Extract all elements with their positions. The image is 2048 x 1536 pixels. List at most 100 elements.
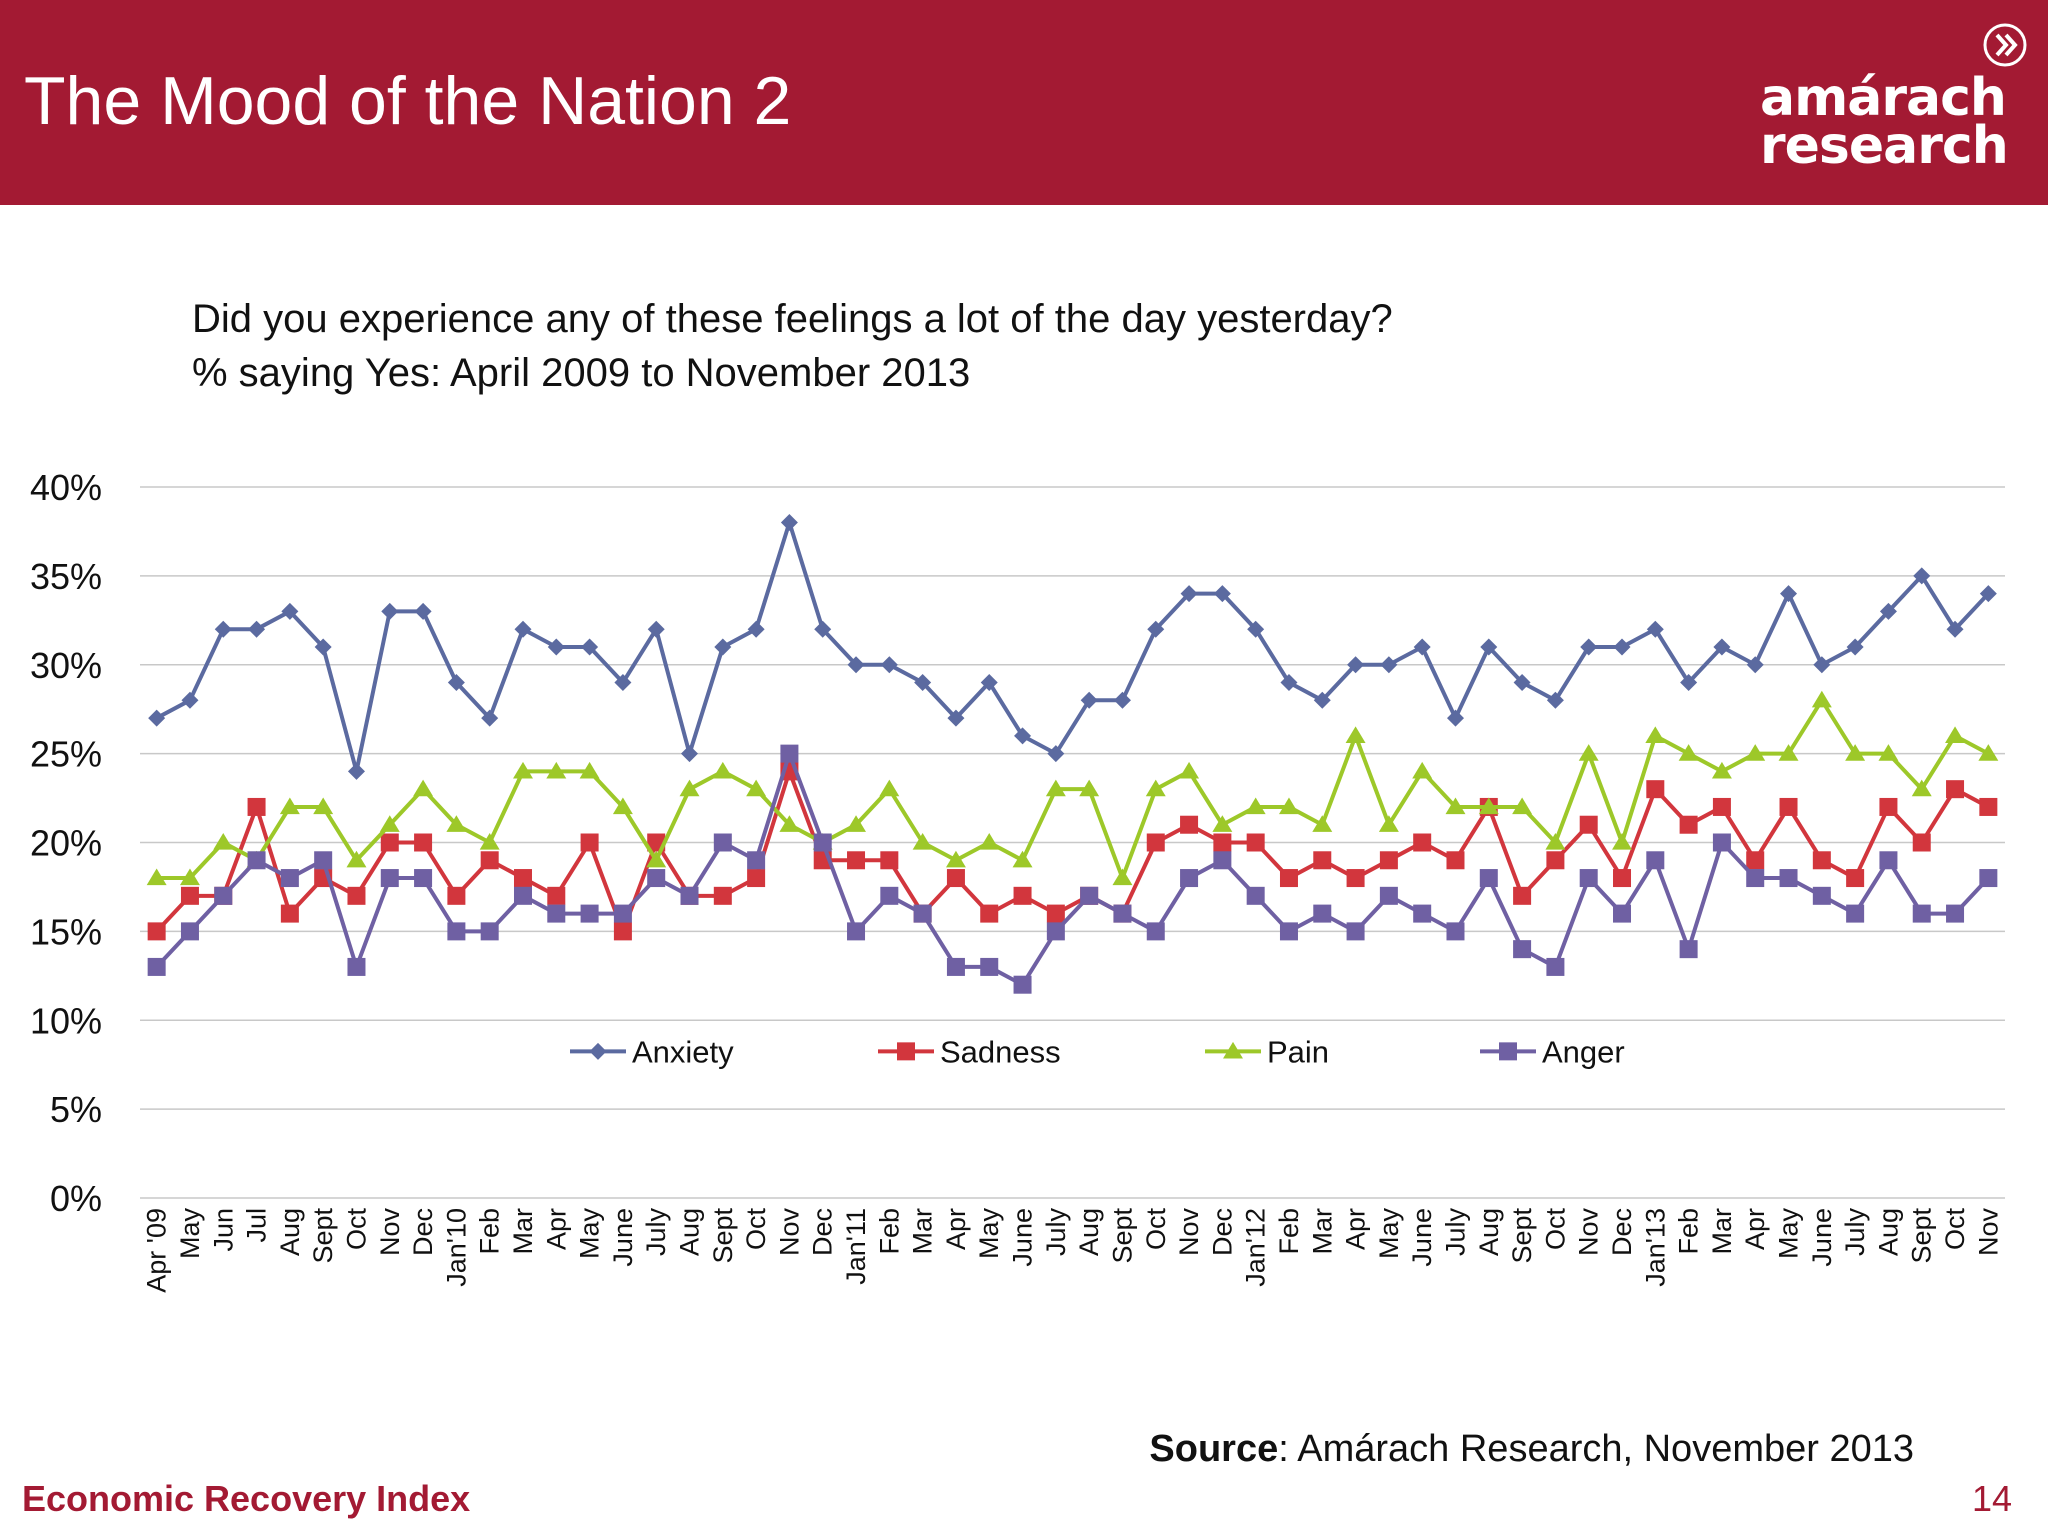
sadness-point [1046, 904, 1065, 923]
y-tick-label: 25% [30, 734, 102, 775]
pain-point [646, 850, 667, 868]
legend-marker-anger [1499, 1042, 1517, 1061]
x-tick-label: Oct [1540, 1208, 1570, 1251]
anger-point [547, 904, 566, 923]
anxiety-point [1846, 638, 1864, 656]
anxiety-point [814, 620, 832, 638]
anxiety-point [181, 691, 199, 709]
sadness-point [1546, 851, 1565, 870]
x-tick-label: June [1407, 1208, 1437, 1267]
anger-point [447, 922, 466, 941]
x-tick-label: July [1041, 1208, 1071, 1257]
x-tick-label: Feb [1274, 1208, 1304, 1255]
x-tick-label: Mar [508, 1208, 538, 1255]
anxiety-point [1580, 638, 1598, 656]
x-tick-label: Aug [1474, 1208, 1504, 1256]
sadness-point [1613, 869, 1632, 888]
x-tick-label: Nov [375, 1208, 405, 1257]
anxiety-point [1380, 656, 1398, 674]
anger-point [1446, 922, 1465, 941]
sadness-point [847, 851, 866, 870]
anger-point [880, 886, 899, 905]
anxiety-point [1446, 709, 1464, 727]
anger-point [280, 869, 299, 888]
anger-point [314, 851, 333, 870]
pain-point [612, 797, 633, 815]
pain-point [1978, 744, 1999, 761]
anger-point [347, 957, 366, 976]
anxiety-point [847, 656, 865, 674]
x-tick-label: June [1807, 1208, 1837, 1267]
anxiety-point [148, 709, 166, 727]
anxiety-point [1113, 691, 1131, 709]
page-number: 14 [1971, 1478, 2012, 1519]
sadness-point [1346, 869, 1365, 888]
x-tick-label: Nov [1574, 1208, 1604, 1257]
x-tick-label: Jan'13 [1640, 1208, 1670, 1287]
anxiety-point [1280, 674, 1298, 692]
anger-point [1579, 869, 1598, 888]
pain-point [679, 779, 700, 797]
anxiety-point [1780, 585, 1798, 603]
anger-point [1113, 904, 1132, 923]
x-tick-label: Aug [675, 1208, 705, 1256]
pain-point [513, 761, 533, 779]
anger-point [147, 957, 166, 976]
anger-point [480, 922, 499, 941]
x-tick-label: Sept [308, 1208, 338, 1264]
anger-point [913, 904, 932, 923]
anxiety-point [447, 674, 465, 692]
anxiety-point [614, 674, 632, 692]
anxiety-point [1713, 638, 1731, 656]
sadness-point [1246, 833, 1265, 852]
sadness-point [447, 886, 466, 905]
x-tick-label: Jul [242, 1208, 272, 1243]
anger-point [1712, 833, 1731, 852]
x-tick-label: Sept [1907, 1208, 1937, 1264]
x-tick-label: May [575, 1208, 605, 1260]
anxiety-point [281, 602, 299, 620]
pain-point [1378, 815, 1399, 832]
sadness-point [1013, 886, 1032, 905]
anxiety-point [1480, 638, 1498, 656]
x-tick-label: May [974, 1208, 1004, 1260]
sadness-point [1446, 851, 1465, 870]
sadness-point [480, 851, 499, 870]
anger-point [1080, 886, 1099, 905]
sadness-point [613, 922, 632, 941]
legend-marker-sadness [897, 1042, 915, 1061]
anxiety-point [581, 638, 599, 656]
x-tick-label: Sept [708, 1208, 738, 1264]
footer-title: Economic Recovery Index [22, 1478, 471, 1519]
source-label: Source [1149, 1428, 1279, 1470]
anxiety-point [214, 620, 232, 638]
sadness-point [1912, 833, 1931, 852]
anxiety-line [155, 520, 1990, 774]
sadness-point [1379, 851, 1398, 870]
anxiety-point [1047, 745, 1065, 763]
x-tick-label: Feb [475, 1208, 505, 1255]
line-chart: 0%5%10%15%20%25%30%35%40%Apr '09 May Jun Ju… [30, 467, 2005, 1293]
anger-point [1679, 940, 1698, 959]
anger-point [513, 886, 532, 905]
pain-point [379, 815, 400, 832]
x-tick-label: June [1008, 1208, 1038, 1267]
pain-point [712, 761, 733, 779]
anxiety-point [547, 638, 565, 656]
y-tick-label: 15% [30, 911, 102, 952]
sadness-point [247, 797, 266, 816]
y-tick-label: 40% [30, 467, 102, 508]
x-tick-label: Aug [1074, 1208, 1104, 1256]
sadness-point [1812, 851, 1831, 870]
pain-point [1145, 779, 1166, 797]
anxiety-point [1247, 620, 1265, 638]
anger-point [214, 886, 233, 905]
pain-point [279, 797, 300, 815]
x-tick-label: Dec [1207, 1208, 1237, 1256]
sadness-point [280, 904, 299, 923]
anger-point [1013, 975, 1032, 994]
pain-point [1911, 779, 1932, 797]
anxiety-point [1147, 620, 1165, 638]
anger-point [247, 851, 266, 870]
anxiety-point [1646, 620, 1664, 638]
